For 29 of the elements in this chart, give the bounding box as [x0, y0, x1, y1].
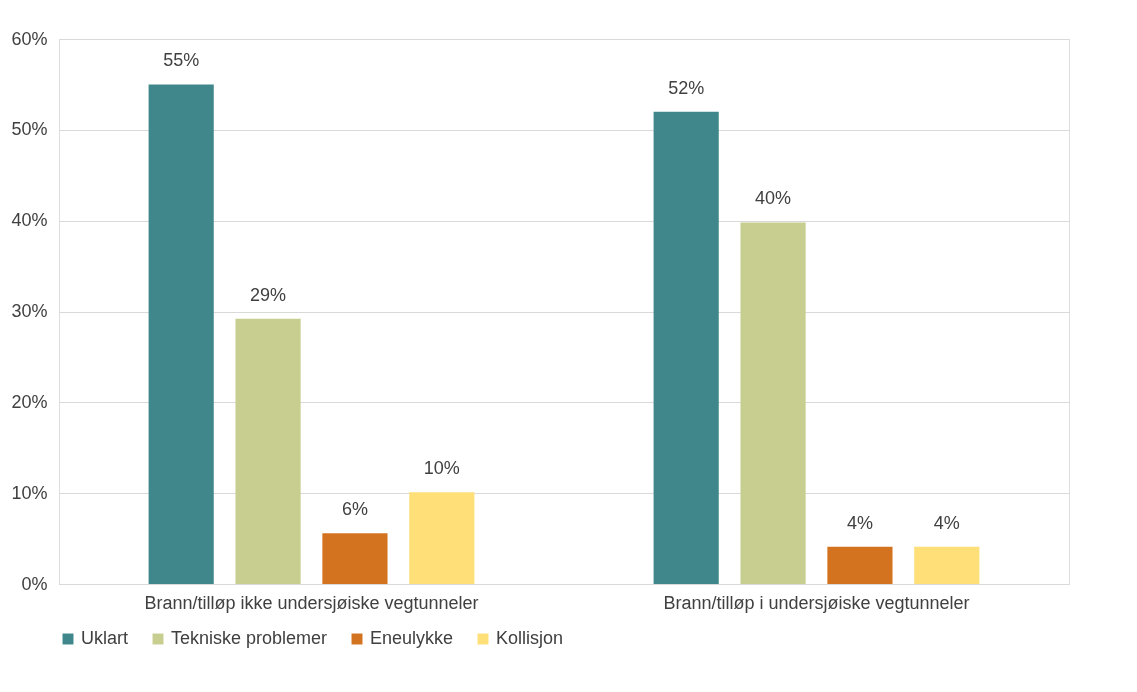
bar: [740, 222, 806, 584]
data-label: 10%: [423, 458, 460, 479]
data-label: 4%: [933, 512, 960, 533]
legend-label: Kollisjon: [496, 628, 564, 648]
bar: [148, 84, 214, 584]
data-label: 52%: [668, 77, 705, 98]
y-tick-label: 10%: [11, 482, 48, 503]
y-tick-label: 30%: [11, 301, 48, 321]
y-tick-label: 0%: [21, 573, 48, 594]
y-tick-label: 50%: [11, 119, 48, 140]
legend-label: Tekniske problemer: [171, 628, 328, 648]
bar: [322, 533, 388, 584]
bar: [653, 111, 719, 584]
bar: [914, 546, 980, 584]
data-label: 6%: [341, 499, 368, 520]
y-tick-label: 20%: [11, 391, 48, 412]
data-label: 40%: [755, 188, 792, 209]
y-tick-label: 60%: [11, 28, 48, 49]
x-tick-label: Brann/tilløp i undersjøiske vegtunneler: [663, 592, 970, 613]
data-label: 4%: [846, 512, 873, 533]
legend-label: Eneulykke: [370, 628, 454, 648]
x-tick-label: Brann/tilløp ikke undersjøiske vegtunneler: [144, 592, 479, 613]
data-label: 55%: [163, 50, 200, 71]
bar: [409, 492, 475, 584]
data-label: 29%: [250, 284, 287, 305]
y-tick-label: 40%: [11, 210, 48, 231]
bar: [827, 546, 893, 584]
legend-label: Uklart: [81, 628, 129, 648]
bar: [235, 318, 301, 584]
